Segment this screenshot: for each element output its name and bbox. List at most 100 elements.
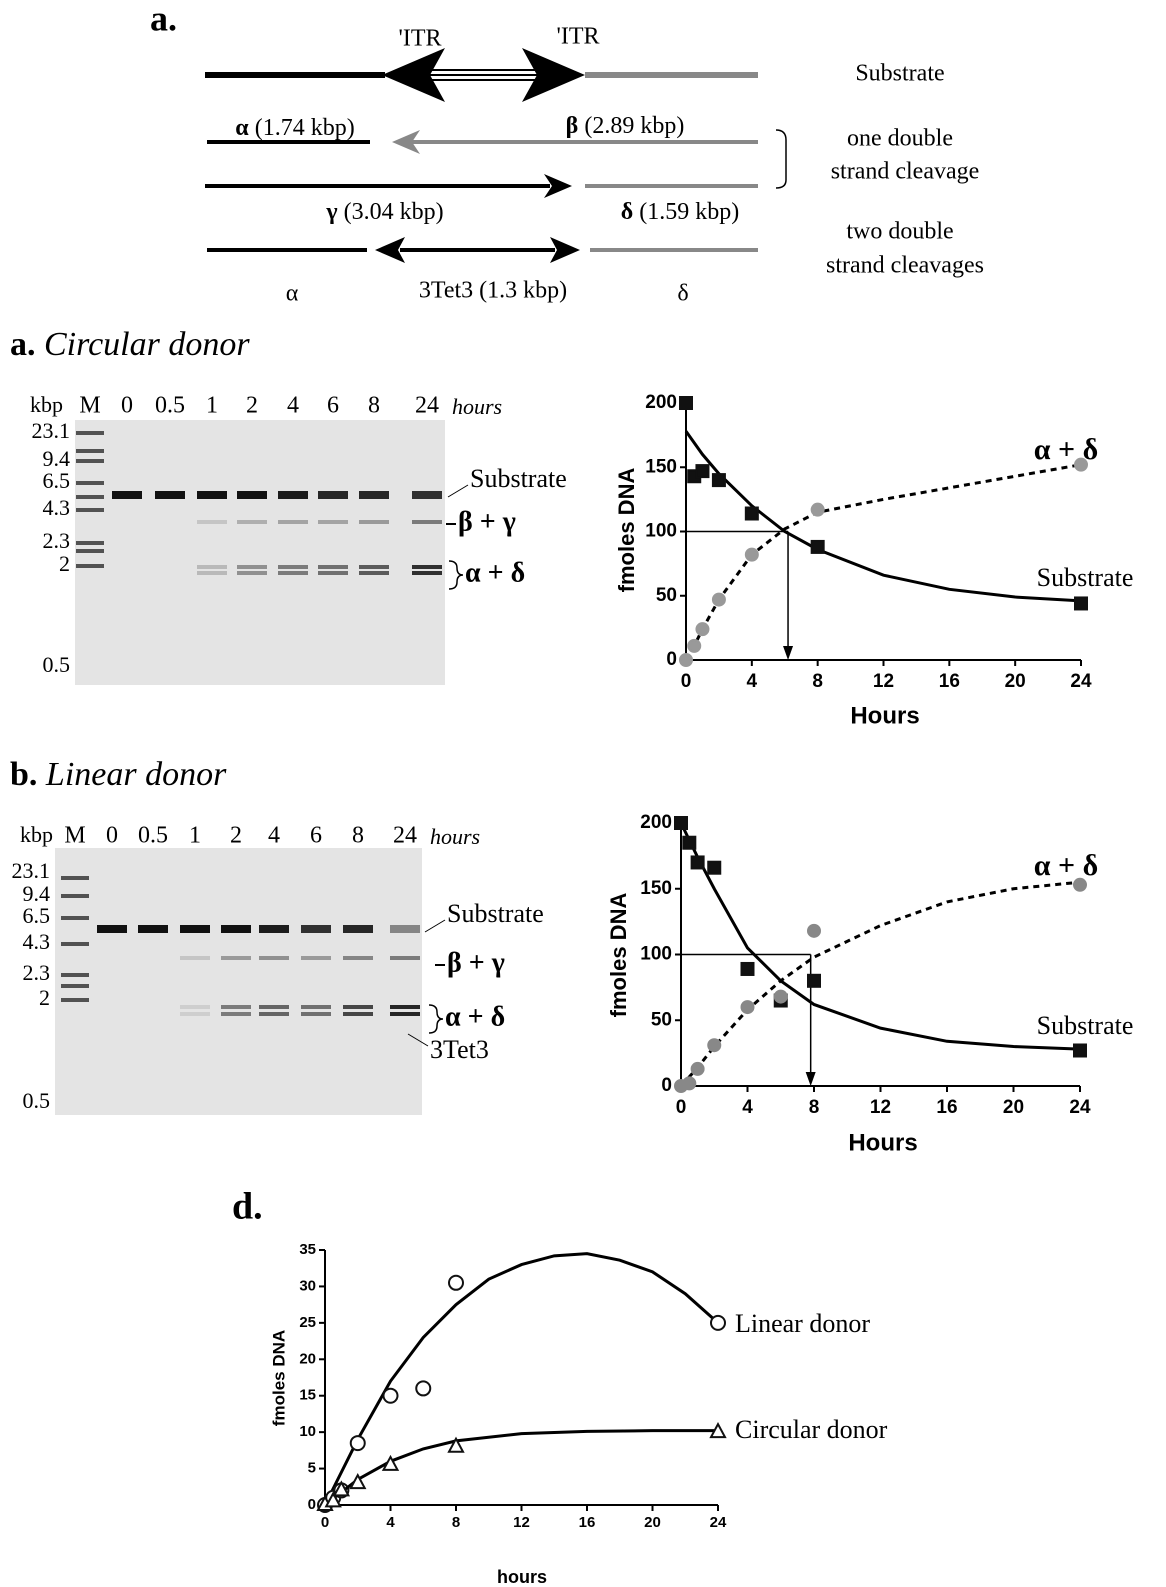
gel-band	[412, 520, 442, 524]
fragment-label: δ	[677, 281, 688, 307]
gel-band	[359, 571, 389, 575]
data-point	[746, 508, 758, 520]
x-tick-label: 12	[870, 1097, 891, 1118]
gel-band	[237, 491, 267, 499]
gel-band	[318, 571, 348, 575]
size: (3.04 kbp)	[344, 199, 444, 225]
gel-band	[259, 956, 289, 960]
fit-curve	[686, 465, 1081, 660]
x-tick-label: 0	[676, 1097, 687, 1118]
y-tick-label: 150	[645, 456, 677, 477]
itr-label: 'ITR	[399, 26, 442, 52]
chart: d.0510152025303504812162024hoursfmoles D…	[232, 1186, 888, 1587]
series-label: Circular donor	[735, 1415, 888, 1444]
data-point	[449, 1276, 463, 1290]
data-point	[683, 1077, 695, 1089]
band-label: Substrate	[470, 464, 567, 493]
gel-band	[221, 1005, 251, 1009]
gel-band	[390, 925, 420, 933]
gel-band	[390, 1012, 420, 1016]
panel-title: Circular donor	[44, 326, 250, 363]
size: (1.59 kbp)	[639, 199, 739, 225]
gel-band	[76, 564, 104, 568]
row-label: Substrate	[855, 61, 944, 87]
y-tick-label: 35	[299, 1241, 316, 1258]
lane-label: M	[79, 393, 100, 419]
gel-band	[76, 508, 104, 512]
lane-label: 1	[189, 823, 201, 849]
size: (2.89 kbp)	[584, 113, 684, 139]
lane-label: 8	[368, 393, 380, 419]
kbp-label: kbp	[30, 392, 63, 417]
x-tick-label: 0	[681, 671, 692, 692]
marker-label: 6.5	[23, 903, 51, 928]
gel-band	[76, 449, 104, 453]
greek: α	[235, 115, 249, 141]
fit-curve	[681, 882, 1080, 1086]
gel-band	[76, 481, 104, 485]
fragment-label: β (2.89 kbp)	[566, 113, 685, 139]
gel-band	[237, 520, 267, 524]
marker-label: 2	[39, 985, 50, 1010]
leader-line	[448, 485, 468, 497]
gel-band	[61, 894, 89, 898]
data-point	[384, 1389, 398, 1403]
row-label: strand cleavages	[826, 253, 984, 279]
x-axis-label: hours	[497, 1567, 547, 1587]
marker-label: 2.3	[23, 960, 51, 985]
x-tick-label: 4	[747, 671, 758, 692]
gel-band	[412, 491, 442, 499]
gel-band	[412, 565, 442, 569]
lane-label: 6	[310, 823, 322, 849]
data-point	[692, 1063, 704, 1075]
greek: β	[566, 113, 579, 139]
gel-band	[221, 925, 251, 933]
x-tick-label: 20	[644, 1514, 661, 1531]
panel-label: d.	[232, 1186, 263, 1228]
gel-band	[301, 1005, 331, 1009]
lane-label: 0.5	[155, 393, 185, 419]
x-tick-label: 16	[939, 671, 960, 692]
x-axis-label: Hours	[848, 1129, 917, 1156]
gel-band	[390, 1005, 420, 1009]
marker-label: 0.5	[43, 652, 71, 677]
gel-band	[343, 956, 373, 960]
gel-band	[76, 431, 104, 435]
data-point	[711, 1316, 725, 1330]
data-point	[808, 925, 820, 937]
data-point	[351, 1436, 365, 1450]
x-tick-label: 24	[1070, 671, 1092, 692]
gel-band	[259, 1012, 289, 1016]
y-tick-label: 0	[661, 1075, 672, 1096]
data-point	[680, 654, 692, 666]
gel-band	[278, 571, 308, 575]
band-label: α + δ	[445, 1001, 505, 1032]
kbp-label: kbp	[20, 822, 53, 847]
y-tick-label: 30	[299, 1277, 316, 1294]
gel-band	[138, 925, 168, 933]
lane-label: 2	[230, 823, 242, 849]
brace	[429, 1005, 443, 1033]
data-point	[742, 1001, 754, 1013]
gel-band	[180, 956, 210, 960]
gel-band	[301, 956, 331, 960]
gel-band	[180, 1012, 210, 1016]
gel-band	[197, 565, 227, 569]
lane-label: 0.5	[138, 823, 168, 849]
band-label: β + γ	[458, 506, 516, 537]
x-tick-label: 12	[873, 671, 894, 692]
x-tick-label: 0	[321, 1514, 329, 1531]
series-label: Substrate	[1037, 563, 1134, 592]
x-tick-label: 4	[742, 1097, 753, 1118]
gel-band	[61, 942, 89, 946]
data-point	[812, 541, 824, 553]
marker-label: 4.3	[43, 495, 71, 520]
data-point	[808, 975, 820, 987]
figure: a. 'ITR 'ITR Substrate α (1.74 kbp) β (2…	[0, 0, 1166, 1587]
data-point	[713, 474, 725, 486]
lane-label: 4	[268, 823, 280, 849]
itr-label: 'ITR	[557, 24, 600, 50]
marker-label: 23.1	[12, 858, 51, 883]
gel-band	[343, 925, 373, 933]
panel-label: a.	[150, 0, 177, 38]
